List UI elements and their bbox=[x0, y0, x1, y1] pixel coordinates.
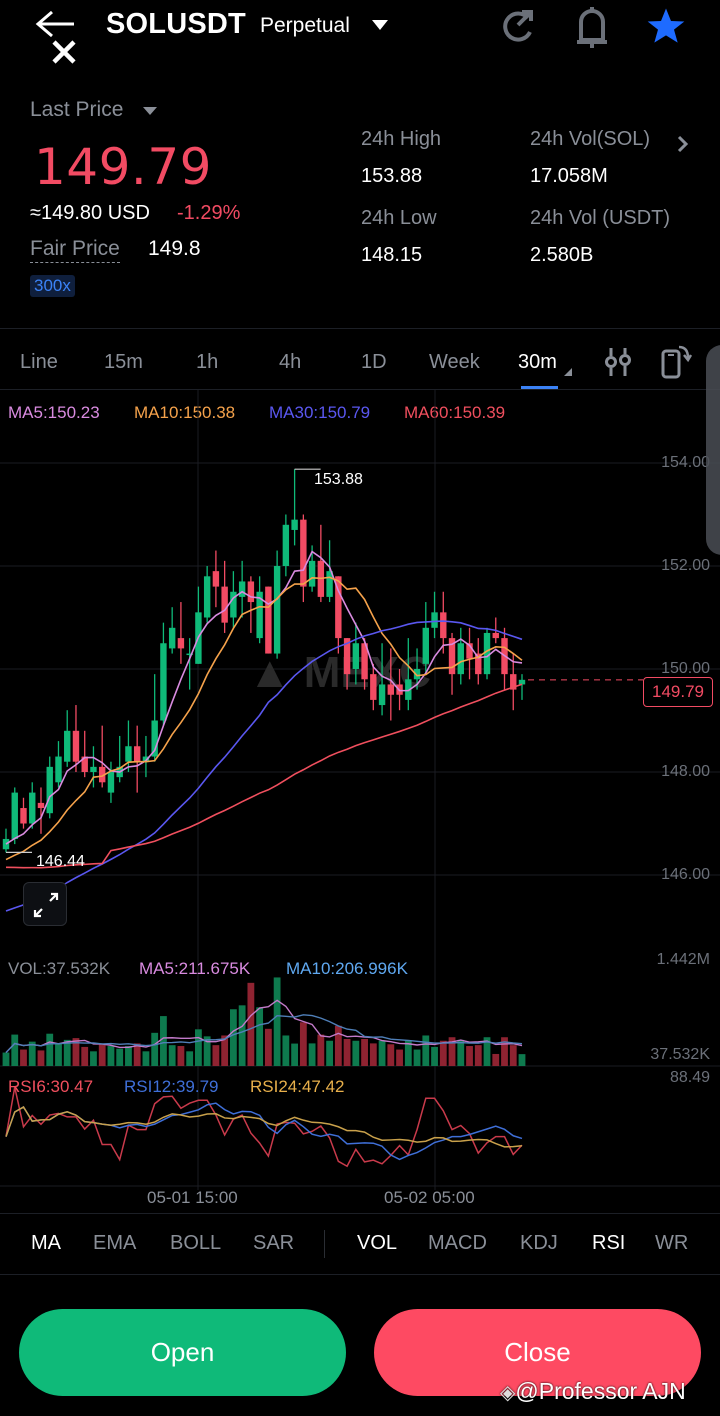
open-button[interactable]: Open bbox=[19, 1309, 346, 1396]
ma10-legend: MA10:150.38 bbox=[134, 403, 236, 422]
tab-1h[interactable]: 1h bbox=[196, 351, 219, 373]
x-tick-1: 05-01 15:00 bbox=[147, 1188, 238, 1207]
y-tick-148: 148.00 bbox=[661, 763, 710, 780]
contract-dropdown-caret-icon[interactable] bbox=[372, 20, 388, 30]
candlestick-chart[interactable]: ▲ MEXC bbox=[0, 390, 720, 1210]
close-button[interactable]: Close bbox=[374, 1309, 701, 1396]
indicator-rsi[interactable]: RSI bbox=[592, 1232, 626, 1254]
divider bbox=[0, 328, 720, 329]
high-marker-label: 153.88 bbox=[314, 471, 363, 488]
star-icon bbox=[647, 8, 685, 43]
watermark: ◈@Professor AJN bbox=[500, 1378, 686, 1405]
tab-15m[interactable]: 15m bbox=[104, 351, 143, 373]
leverage-badge: 300x bbox=[30, 275, 75, 297]
rsi6-legend: RSI6:30.47 bbox=[8, 1077, 94, 1096]
vol-y-bottom: 37.532K bbox=[650, 1046, 710, 1063]
indicator-separator bbox=[324, 1230, 325, 1258]
low-marker-label: 146.44 bbox=[36, 853, 85, 870]
fair-price-label[interactable]: Fair Price bbox=[30, 237, 120, 263]
symbol-title[interactable]: SOLUSDT bbox=[106, 8, 246, 40]
low-label: 24h Low bbox=[361, 207, 437, 229]
chart-settings-button[interactable] bbox=[604, 346, 632, 383]
refresh-icon bbox=[503, 10, 533, 42]
y-tick-154: 154.00 bbox=[661, 454, 710, 471]
fullscreen-button[interactable] bbox=[23, 882, 67, 926]
last-price-label[interactable]: Last Price bbox=[30, 98, 124, 121]
current-price-tag: 149.79 bbox=[643, 677, 713, 707]
tab-30m[interactable]: 30m bbox=[518, 351, 557, 373]
usd-equivalent: ≈149.80 USD bbox=[30, 202, 150, 224]
vol-y-top: 1.442M bbox=[656, 951, 710, 968]
favorite-button[interactable] bbox=[646, 6, 686, 46]
vol-ma10-legend: MA10:206.996K bbox=[286, 959, 408, 978]
indicator-vol[interactable]: VOL bbox=[357, 1232, 398, 1254]
indicator-ema[interactable]: EMA bbox=[93, 1232, 137, 1254]
vol-sol-value: 17.058M bbox=[530, 165, 608, 187]
open-label: Open bbox=[150, 1337, 215, 1367]
expand-icon bbox=[33, 892, 59, 918]
watermark-text: @Professor AJN bbox=[515, 1378, 686, 1404]
y-tick-152: 152.00 bbox=[661, 557, 710, 574]
high-label: 24h High bbox=[361, 128, 442, 150]
fair-price-value: 149.8 bbox=[148, 237, 201, 260]
tab-4h[interactable]: 4h bbox=[279, 351, 302, 373]
svg-text:▲ MEXC: ▲ MEXC bbox=[248, 648, 431, 697]
divider bbox=[0, 1274, 720, 1275]
back-arrow-icon bbox=[35, 10, 76, 64]
diamond-logo-icon: ◈ bbox=[500, 1382, 516, 1404]
rotate-phone-icon bbox=[661, 345, 693, 379]
vol-sol-label[interactable]: 24h Vol(SOL) bbox=[530, 128, 651, 150]
sliders-icon bbox=[605, 348, 631, 376]
vol-usdt-label: 24h Vol (USDT) bbox=[530, 207, 671, 229]
back-close-button[interactable] bbox=[32, 10, 82, 65]
side-drawer-handle[interactable] bbox=[706, 345, 720, 555]
tab-week[interactable]: Week bbox=[429, 351, 480, 373]
indicator-macd[interactable]: MACD bbox=[428, 1232, 487, 1254]
vol-legend: VOL:37.532K bbox=[8, 959, 111, 978]
chevron-right-icon[interactable] bbox=[676, 134, 690, 159]
y-tick-146: 146.00 bbox=[661, 866, 710, 883]
alert-button[interactable] bbox=[572, 4, 612, 48]
indicator-kdj[interactable]: KDJ bbox=[520, 1232, 558, 1254]
change-percent: -1.29% bbox=[177, 202, 241, 224]
y-tick-150: 150.00 bbox=[661, 660, 710, 677]
indicator-wr[interactable]: WR bbox=[655, 1232, 689, 1254]
rsi24-legend: RSI24:47.42 bbox=[250, 1077, 345, 1096]
x-tick-2: 05-02 05:00 bbox=[384, 1188, 475, 1207]
divider bbox=[0, 389, 720, 390]
ma60-legend: MA60:150.39 bbox=[404, 403, 506, 422]
price-type-caret-icon[interactable] bbox=[143, 107, 157, 115]
close-label: Close bbox=[504, 1337, 571, 1367]
rsi12-legend: RSI12:39.79 bbox=[124, 1077, 219, 1096]
tab-more-caret-icon bbox=[564, 368, 572, 376]
rsi-y-top: 88.49 bbox=[669, 1069, 710, 1086]
vol-ma5-legend: MA5:211.675K bbox=[139, 959, 251, 978]
indicator-boll[interactable]: BOLL bbox=[170, 1232, 222, 1254]
divider bbox=[0, 1213, 720, 1214]
indicator-sar[interactable]: SAR bbox=[253, 1232, 295, 1254]
ma5-legend: MA5:150.23 bbox=[8, 403, 100, 422]
vol-usdt-value: 2.580B bbox=[530, 244, 594, 266]
indicator-ma[interactable]: MA bbox=[31, 1232, 61, 1254]
bell-icon bbox=[577, 7, 607, 48]
low-value: 148.15 bbox=[361, 244, 423, 266]
last-price: 149.79 bbox=[34, 138, 212, 196]
rotate-screen-button[interactable] bbox=[660, 344, 693, 385]
tab-1d[interactable]: 1D bbox=[361, 351, 387, 373]
contract-type[interactable]: Perpetual bbox=[260, 14, 350, 37]
ma30-legend: MA30:150.79 bbox=[269, 403, 371, 422]
high-value: 153.88 bbox=[361, 165, 423, 187]
refresh-button[interactable] bbox=[498, 6, 538, 46]
tab-line[interactable]: Line bbox=[20, 351, 58, 373]
active-tab-indicator bbox=[521, 386, 558, 389]
